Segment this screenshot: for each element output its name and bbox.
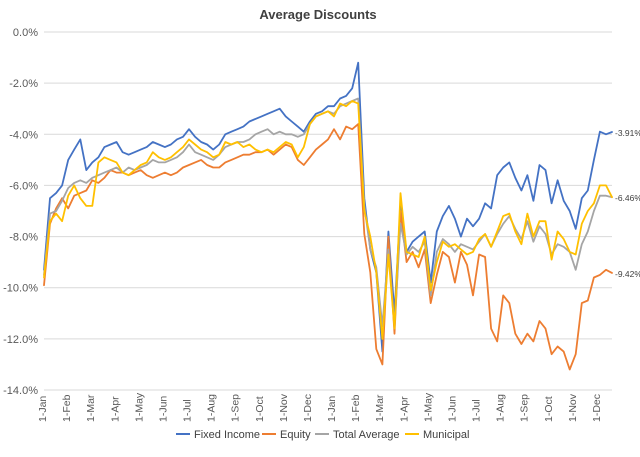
x-tick-label: 1-Aug [495, 394, 507, 422]
y-axis: 0.0% -2.0% -4.0% -6.0% -8.0% -10.0% -12.0% -14.… [3, 27, 38, 397]
y-tick-label: 0.0% [13, 27, 38, 39]
y-tick-label: -2.0% [9, 78, 38, 90]
series-lines [43, 61, 613, 371]
x-tick-label: 1-Nov [278, 393, 290, 422]
x-tick-label: 1-Sep [519, 394, 531, 422]
legend-label: Total Average [333, 429, 399, 441]
y-tick-label: -10.0% [3, 283, 38, 295]
x-tick-label: 1-Jun [157, 396, 169, 422]
legend-label: Equity [280, 429, 311, 441]
x-tick-label: 1-Oct [543, 396, 555, 422]
x-tick-label: 1-Nov [567, 393, 579, 422]
x-tick-label: 1-May [133, 392, 145, 422]
end-labels: -3.91% -6.46% -9.42% [615, 128, 640, 279]
x-tick-label: 1-Feb [61, 394, 73, 422]
y-tick-label: -14.0% [3, 385, 38, 397]
x-tick-label: 1-Mar [374, 394, 386, 422]
legend-label: Fixed Income [194, 429, 260, 441]
legend: Fixed Income Equity Total Average Municipal [176, 429, 469, 441]
x-tick-label: 1-Dec [591, 394, 603, 422]
gridlines [44, 31, 612, 391]
y-tick-label: -12.0% [3, 334, 38, 346]
x-tick-label: 1-Apr [398, 396, 410, 422]
series-line-fixed-income [43, 61, 613, 353]
x-tick-label: 1-Apr [109, 396, 121, 422]
series-line-equity [43, 123, 613, 371]
x-tick-label: 1-Oct [254, 396, 266, 422]
series-line-total-average [43, 97, 613, 328]
x-tick-label: 1-Jun [446, 396, 458, 422]
end-value-label: -3.91% [615, 128, 640, 138]
x-tick-label: 1-Dec [302, 394, 314, 422]
chart-title: Average Discounts [259, 7, 376, 22]
end-value-label: -6.46% [615, 193, 640, 203]
x-tick-label: 1-Feb [350, 394, 362, 422]
x-tick-label: 1-Jul [182, 399, 194, 422]
x-tick-label: 1-May [422, 392, 434, 422]
end-value-label: -9.42% [615, 269, 640, 279]
y-tick-label: -6.0% [9, 180, 38, 192]
x-tick-label: 1-Sep [230, 394, 242, 422]
x-tick-label: 1-Aug [206, 394, 218, 422]
x-tick-label: 1-Jan [326, 396, 338, 422]
y-tick-label: -8.0% [9, 232, 38, 244]
series-line-municipal [43, 100, 613, 340]
x-tick-label: 1-Jan [37, 396, 49, 422]
x-axis: 1-Jan 1-Feb 1-Mar 1-Apr 1-May 1-Jun 1-Jul 1-Aug… [37, 392, 603, 422]
y-tick-label: -4.0% [9, 129, 38, 141]
legend-label: Municipal [423, 429, 469, 441]
x-tick-label: 1-Mar [85, 394, 97, 422]
x-tick-label: 1-Jul [471, 399, 483, 422]
